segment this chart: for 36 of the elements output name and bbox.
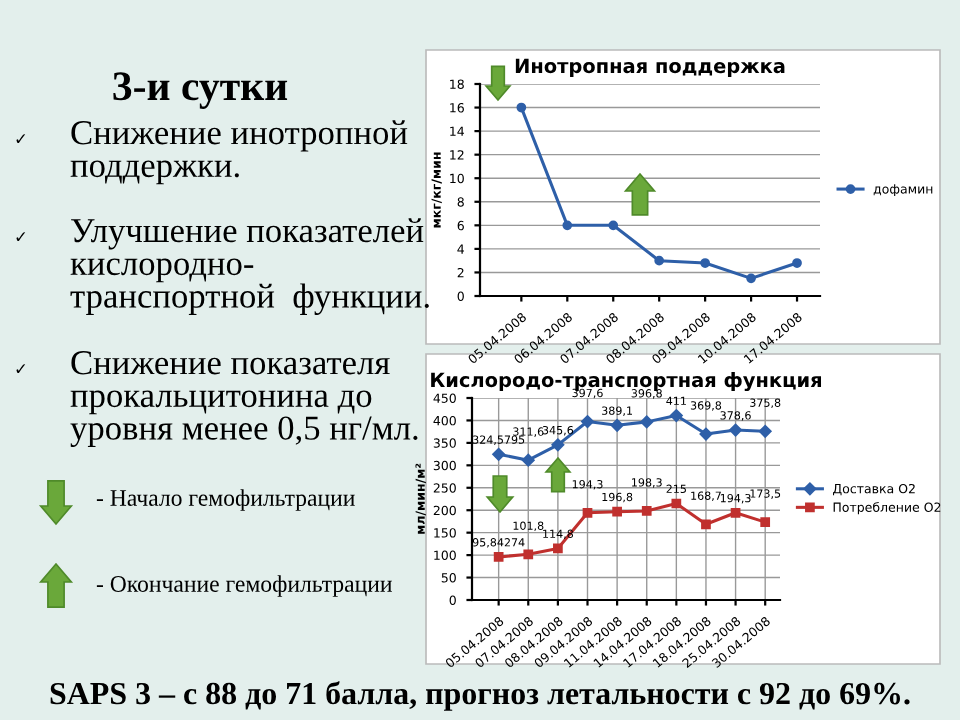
point — [641, 506, 652, 516]
chart-title: Инотропная поддержка — [515, 58, 785, 77]
text: ✓ Снижение инотропной поддержки. — [16, 120, 408, 185]
point — [701, 519, 711, 530]
point — [612, 506, 622, 517]
point — [551, 438, 565, 452]
point — [582, 507, 593, 518]
point — [654, 255, 665, 266]
text: 3-и сутки — [113, 72, 288, 109]
point — [640, 415, 654, 429]
point — [523, 549, 534, 560]
point — [516, 102, 527, 113]
point — [553, 543, 563, 554]
point — [670, 409, 683, 422]
point — [608, 220, 619, 231]
point — [729, 423, 742, 437]
point — [730, 507, 741, 518]
point — [760, 517, 771, 527]
point — [671, 498, 682, 509]
text: ✓ Улучшение показателей кислородно- транспортной функции. — [16, 218, 429, 315]
chart-title: Кислородо-транспортная функция — [431, 372, 822, 392]
point — [700, 258, 710, 268]
point — [792, 258, 802, 268]
point — [699, 427, 713, 441]
point — [493, 552, 504, 562]
text: ✓ Снижение показателя прокальцитонина до уровня менее 0,5 нг/мл. — [16, 351, 418, 447]
text: SAPS 3 – с 88 до 71 балла, прогноз летальности с 92 до 69%. — [50, 681, 910, 711]
point — [562, 220, 573, 231]
text: - Окончание гемофильтрации — [96, 575, 392, 597]
point — [492, 448, 505, 461]
point — [521, 453, 535, 467]
point — [746, 273, 756, 284]
point — [610, 419, 624, 432]
text: - Начало гемофильтрации — [96, 489, 355, 511]
point — [758, 425, 772, 438]
point — [581, 415, 594, 428]
